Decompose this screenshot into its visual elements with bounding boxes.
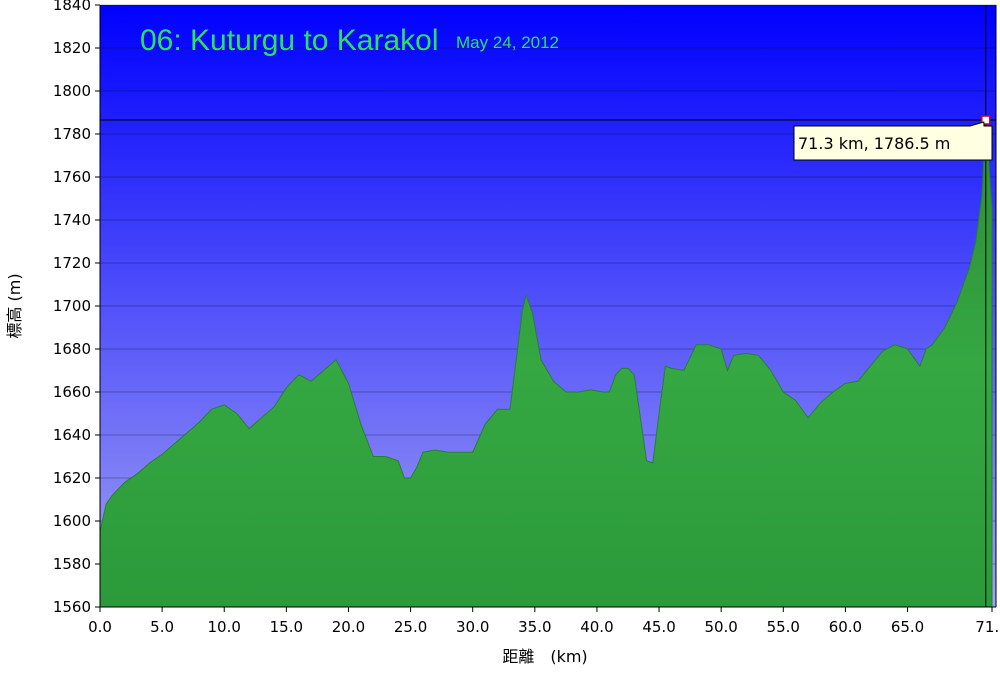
x-tick-label: 65.0 bbox=[891, 618, 924, 636]
x-axis-label: 距離 (km) bbox=[502, 647, 587, 666]
y-tick-label: 1760 bbox=[53, 168, 91, 186]
x-tick-label: 5.0 bbox=[150, 618, 174, 636]
y-tick-label: 1840 bbox=[53, 0, 91, 14]
x-tick-label: 10.0 bbox=[208, 618, 241, 636]
readout-tooltip-text: 71.3 km, 1786.5 m bbox=[798, 134, 950, 153]
x-tick-label: 60.0 bbox=[829, 618, 862, 636]
x-tick-label: 25.0 bbox=[394, 618, 427, 636]
x-tick-label: 35.0 bbox=[518, 618, 551, 636]
y-tick-label: 1780 bbox=[53, 125, 91, 143]
y-axis-label: 標高 (m) bbox=[5, 273, 24, 338]
y-tick-label: 1820 bbox=[53, 39, 91, 57]
x-tick-label: 45.0 bbox=[642, 618, 675, 636]
y-tick-label: 1640 bbox=[53, 426, 91, 444]
y-tick-label: 1720 bbox=[53, 254, 91, 272]
y-tick-label: 1560 bbox=[53, 598, 91, 616]
y-tick-label: 1700 bbox=[53, 297, 91, 315]
chart-title: 06: Kuturgu to Karakol bbox=[140, 24, 439, 57]
x-axis-ticks: 0.0 5.0 10.0 15.0 20.0 25.0 30.0 35.0 40.0 45.0 50… bbox=[88, 607, 1000, 636]
y-tick-label: 1580 bbox=[53, 555, 91, 573]
crosshair-marker bbox=[981, 115, 991, 125]
x-tick-label: 71.8 bbox=[975, 618, 1000, 636]
y-axis-ticks: 1560 1580 1600 1620 1640 1660 1680 1700 1720 1740… bbox=[53, 0, 100, 616]
x-tick-label: 55.0 bbox=[767, 618, 800, 636]
x-tick-label: 0.0 bbox=[88, 618, 112, 636]
y-tick-label: 1620 bbox=[53, 469, 91, 487]
chart-subtitle: May 24, 2012 bbox=[456, 33, 559, 52]
y-tick-label: 1800 bbox=[53, 82, 91, 100]
x-tick-label: 40.0 bbox=[580, 618, 613, 636]
y-tick-label: 1740 bbox=[53, 211, 91, 229]
y-tick-label: 1680 bbox=[53, 340, 91, 358]
x-tick-label: 30.0 bbox=[456, 618, 489, 636]
y-tick-label: 1600 bbox=[53, 512, 91, 530]
x-tick-label: 20.0 bbox=[332, 618, 365, 636]
y-tick-label: 1660 bbox=[53, 383, 91, 401]
elevation-area bbox=[99, 119, 993, 608]
x-tick-label: 50.0 bbox=[704, 618, 737, 636]
readout-tooltip bbox=[793, 121, 993, 161]
crosshair: 71.3 km, 1786.5 m bbox=[100, 5, 996, 607]
x-tick-label: 15.0 bbox=[270, 618, 303, 636]
